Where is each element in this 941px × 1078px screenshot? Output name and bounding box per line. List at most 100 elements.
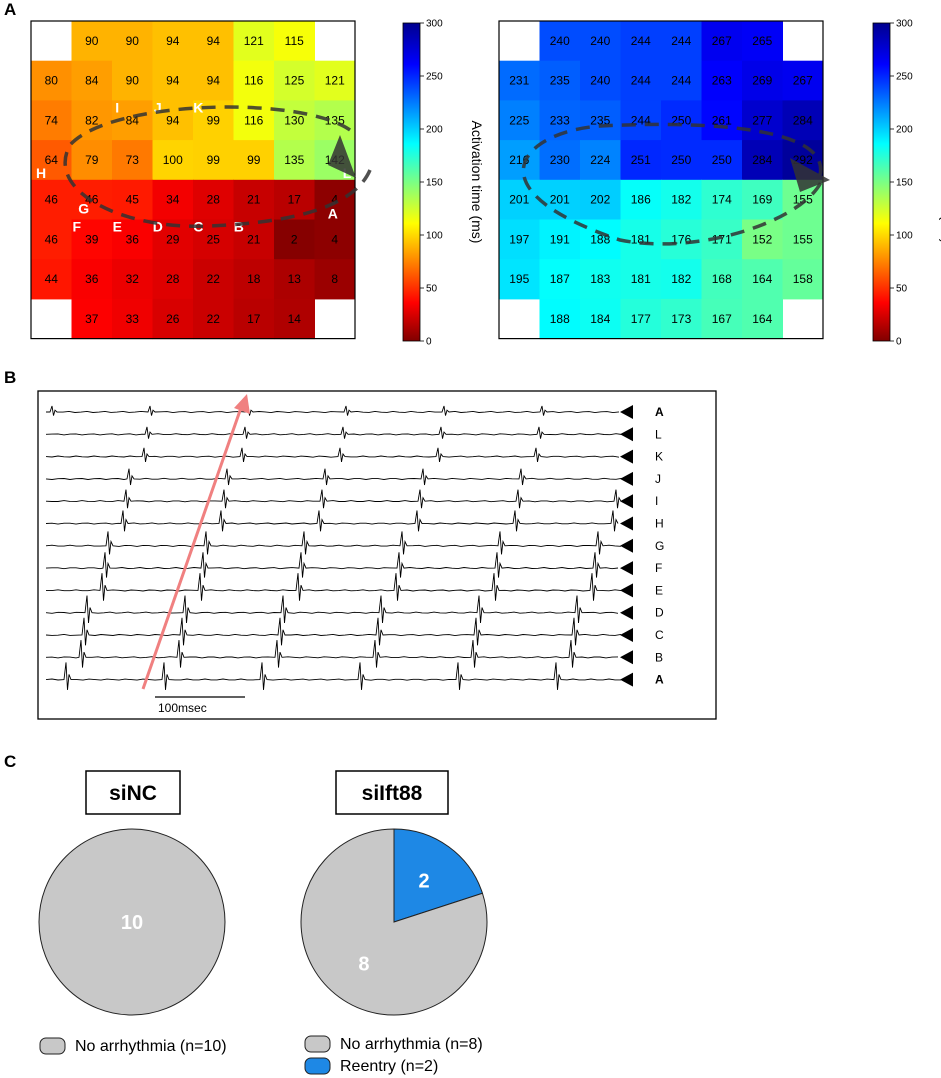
cell-value: 171 bbox=[712, 232, 732, 246]
heatmap-cell bbox=[701, 259, 743, 300]
heatmap-cell bbox=[233, 60, 275, 101]
heatmap-cell bbox=[661, 60, 702, 101]
colorbar-gradient bbox=[872, 22, 891, 342]
cell-value: 94 bbox=[166, 34, 180, 48]
cell-value: 201 bbox=[550, 193, 570, 207]
legend-swatch bbox=[39, 1037, 66, 1055]
heatmap-cell bbox=[71, 259, 113, 300]
heatmap-cell bbox=[233, 219, 275, 260]
heatmap-cell bbox=[499, 140, 540, 181]
heatmap-cell bbox=[499, 179, 540, 220]
cell-value: 188 bbox=[550, 312, 570, 326]
heatmap-cell bbox=[661, 100, 702, 141]
heatmap-cell bbox=[742, 100, 783, 141]
heatmap-cell bbox=[661, 259, 702, 300]
cell-value: 164 bbox=[752, 312, 772, 326]
cell-value: 250 bbox=[671, 153, 691, 167]
trace-marker-icon bbox=[620, 628, 633, 642]
group-box-siift88 bbox=[335, 770, 449, 815]
cell-value: 46 bbox=[45, 193, 59, 207]
legend-label: Reentry (n=2) bbox=[340, 1058, 438, 1075]
heatmap-cell bbox=[742, 21, 783, 62]
trace-label-a: A bbox=[655, 673, 664, 687]
cell-value: 94 bbox=[207, 74, 221, 88]
heatmap-cell bbox=[661, 140, 702, 181]
cell-value: 90 bbox=[85, 34, 99, 48]
heatmap-cell bbox=[112, 179, 153, 220]
trace-b bbox=[45, 640, 619, 668]
electrode-point-e: E bbox=[113, 219, 122, 235]
colorbar-tick-label: 150 bbox=[896, 178, 913, 189]
heatmap-cell bbox=[742, 259, 783, 300]
cell-value: 17 bbox=[288, 193, 302, 207]
cell-value: 8 bbox=[331, 272, 338, 286]
pie-slice-no-arrhythmia bbox=[38, 828, 226, 1016]
colorbar-tick-label: 100 bbox=[426, 231, 443, 242]
cell-value: 225 bbox=[509, 113, 529, 127]
cell-value: 28 bbox=[207, 193, 221, 207]
reentry-path-right bbox=[521, 122, 824, 246]
heatmap-cell bbox=[233, 179, 275, 220]
heatmap-cell bbox=[580, 179, 621, 220]
electrogram-traces bbox=[45, 405, 623, 690]
trace-label-i: I bbox=[655, 494, 658, 508]
cell-value: 269 bbox=[752, 74, 772, 88]
cell-value: 174 bbox=[712, 193, 732, 207]
cell-value: 4 bbox=[331, 232, 338, 246]
colorbar-tick-label: 150 bbox=[426, 178, 443, 189]
heatmap-cell bbox=[152, 298, 194, 340]
trace-g bbox=[45, 531, 622, 555]
heatmap-cell bbox=[782, 100, 824, 141]
electrode-point-b: B bbox=[234, 219, 244, 235]
cell-value: 82 bbox=[85, 113, 99, 127]
trace-label-f: F bbox=[655, 561, 662, 575]
cell-value: 202 bbox=[590, 193, 610, 207]
colorbar-gradient bbox=[402, 22, 421, 342]
trace-k bbox=[45, 447, 620, 462]
cell-value: 21 bbox=[247, 193, 261, 207]
heatmap-cell bbox=[620, 179, 662, 220]
cell-value: 13 bbox=[288, 272, 302, 286]
heatmap-cell bbox=[701, 140, 743, 181]
cell-value: 250 bbox=[712, 153, 732, 167]
heatmap-cell bbox=[539, 140, 581, 181]
cell-value: 2 bbox=[291, 232, 298, 246]
cell-value: 168 bbox=[712, 272, 732, 286]
trace-e bbox=[45, 573, 622, 601]
heatmap-cell bbox=[112, 298, 153, 340]
heatmap-cell bbox=[71, 298, 113, 340]
cell-value: 284 bbox=[752, 153, 772, 167]
trace-marker-icon bbox=[620, 583, 633, 598]
cell-value: 99 bbox=[207, 153, 221, 167]
cell-value: 267 bbox=[712, 34, 732, 48]
activation-map-right: 240 240 244 244 267 265 231 235 240 244 244 263 269 2… bbox=[498, 20, 824, 340]
panel-letter-c: C bbox=[4, 752, 16, 771]
trace-marker-icon bbox=[620, 538, 633, 553]
cell-value: 186 bbox=[631, 193, 651, 207]
cell-value: 99 bbox=[207, 113, 221, 127]
cell-value: 22 bbox=[207, 272, 221, 286]
trace-d bbox=[45, 595, 619, 624]
heatmap-cell bbox=[580, 60, 621, 101]
cell-value: 181 bbox=[631, 272, 651, 286]
heatmap-cell bbox=[782, 219, 824, 260]
heatmap-cell bbox=[71, 140, 113, 181]
cell-value: 125 bbox=[284, 74, 304, 88]
cell-value: 261 bbox=[712, 113, 732, 127]
cell-value: 244 bbox=[671, 34, 691, 48]
colorbar-tick-label: 0 bbox=[896, 337, 902, 348]
scale-bar-label: 100msec bbox=[158, 701, 207, 715]
heatmap-cell bbox=[580, 298, 621, 340]
heatmap-cell bbox=[742, 140, 783, 181]
electrode-point-h: H bbox=[36, 165, 46, 181]
heatmap-cell bbox=[274, 219, 315, 260]
panel-letter-b: B bbox=[4, 368, 16, 387]
heatmap-cell bbox=[152, 179, 194, 220]
trace-label-j: J bbox=[655, 472, 661, 486]
colorbar-label: Activation time (ms) bbox=[469, 121, 485, 244]
legend-swatch bbox=[304, 1057, 331, 1075]
heatmap-cell bbox=[274, 140, 315, 181]
pie-slice-value: 10 bbox=[121, 912, 143, 934]
trace-c bbox=[45, 617, 622, 646]
colorbar-label: Activation time (ms) bbox=[939, 121, 941, 244]
